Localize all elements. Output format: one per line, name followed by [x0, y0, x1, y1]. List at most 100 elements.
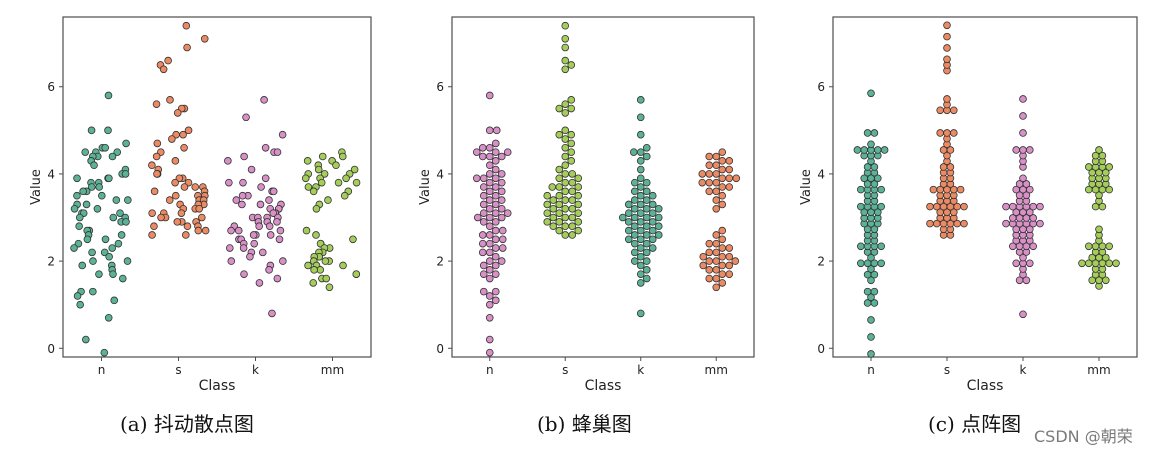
data-point-n: [873, 174, 882, 183]
data-point-n: [497, 170, 506, 178]
data-point-n: [70, 204, 79, 213]
data-point-s: [150, 187, 159, 196]
data-point-mm: [334, 178, 343, 187]
data-point-mm: [712, 266, 721, 274]
data-point-k: [636, 226, 645, 235]
data-point-n: [498, 244, 507, 252]
data-point-s: [182, 21, 191, 30]
data-point-n: [479, 287, 488, 296]
data-point-n: [485, 91, 494, 100]
data-point-k: [239, 178, 247, 187]
data-point-k: [273, 148, 282, 156]
data-point-k: [642, 257, 651, 265]
data-point-k: [1019, 253, 1027, 262]
data-point-k: [654, 222, 663, 231]
data-point-n: [121, 170, 130, 178]
data-point-k: [227, 226, 235, 235]
data-point-k: [1002, 219, 1010, 228]
y-axis-label: Value: [418, 169, 433, 205]
data-point-k: [1026, 225, 1034, 234]
y-axis-label: Value: [29, 169, 44, 205]
data-point-mm: [349, 235, 357, 244]
data-point-n: [75, 222, 83, 231]
data-point-n: [479, 200, 488, 209]
data-point-s: [574, 209, 583, 217]
data-point-n: [73, 292, 82, 300]
y-tick-label: 2: [817, 255, 825, 269]
data-point-s: [201, 226, 210, 235]
data-point-s: [943, 151, 951, 160]
data-point-mm: [718, 261, 727, 270]
data-point-s: [561, 143, 570, 152]
data-point-n: [87, 183, 96, 191]
data-point-n: [491, 200, 500, 209]
data-point-k: [636, 157, 645, 165]
data-point-mm: [705, 187, 714, 196]
data-point-n: [491, 261, 500, 270]
caption-b: (b) 蜂巢图: [537, 412, 632, 436]
data-point-mm: [332, 161, 340, 170]
data-point-n: [81, 148, 89, 156]
data-point-mm: [304, 183, 313, 191]
data-point-k: [624, 218, 633, 226]
data-point-k: [273, 274, 282, 283]
data-point-s: [567, 96, 576, 104]
data-point-n: [491, 209, 500, 217]
data-point-s: [148, 231, 156, 239]
data-point-k: [1022, 276, 1031, 285]
data-point-n: [104, 313, 113, 322]
data-point-s: [561, 187, 570, 196]
data-point-k: [636, 209, 645, 217]
data-point-n: [485, 348, 494, 357]
data-point-n: [108, 152, 117, 161]
data-point-n: [93, 204, 102, 213]
data-point-k: [1029, 214, 1037, 222]
data-point-n: [82, 335, 90, 344]
data-point-s: [561, 178, 570, 187]
y-tick-label: 0: [436, 342, 444, 356]
data-point-k: [636, 191, 645, 200]
data-point-k: [273, 218, 281, 226]
data-point-mm: [318, 152, 327, 161]
data-point-s: [936, 106, 944, 115]
data-point-mm: [712, 283, 721, 292]
data-point-s: [200, 34, 209, 43]
data-point-s: [180, 143, 188, 152]
data-point-n: [491, 252, 500, 261]
data-point-k: [630, 248, 639, 257]
data-point-s: [960, 202, 968, 211]
data-point-mm: [705, 178, 714, 187]
data-point-n: [867, 350, 875, 358]
data-point-k: [268, 309, 276, 318]
data-point-s: [567, 61, 576, 69]
data-point-s: [567, 130, 576, 139]
data-point-n: [104, 126, 112, 135]
data-point-n: [104, 91, 113, 100]
data-point-k: [630, 239, 639, 248]
data-point-s: [555, 165, 564, 174]
data-point-k: [242, 113, 250, 122]
data-point-n: [860, 146, 868, 154]
data-point-k: [246, 252, 254, 261]
data-point-n: [870, 180, 879, 188]
data-point-n: [491, 218, 500, 226]
data-point-s: [561, 222, 570, 231]
data-point-n: [863, 129, 872, 137]
data-point-mm: [712, 178, 721, 187]
data-point-s: [949, 106, 958, 115]
data-point-n: [491, 165, 500, 174]
data-point-s: [943, 44, 951, 52]
data-point-mm: [718, 244, 727, 252]
data-point-n: [497, 213, 506, 222]
data-point-s: [195, 204, 204, 213]
data-point-n: [478, 231, 487, 239]
data-point-mm: [320, 170, 329, 178]
data-point-k: [642, 266, 651, 274]
data-point-s: [177, 209, 186, 217]
data-point-n: [76, 300, 84, 309]
data-point-k: [249, 231, 258, 239]
data-point-mm: [1078, 259, 1086, 268]
data-point-mm: [325, 283, 334, 292]
data-point-mm: [312, 204, 321, 213]
data-point-n: [82, 200, 91, 209]
